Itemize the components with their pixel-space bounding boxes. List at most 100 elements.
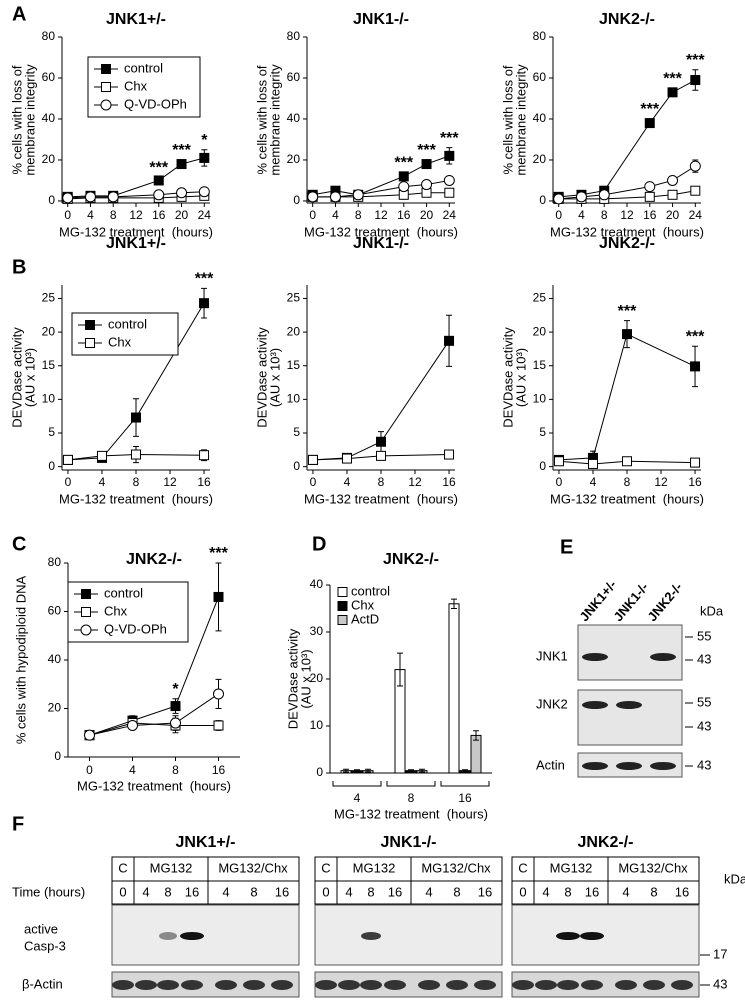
x-tick-label: 8 [172,763,179,777]
legend-label: control [124,60,163,75]
header-label: MG132/Chx [618,860,688,875]
band [581,980,603,990]
marker [575,191,587,203]
marker [81,607,91,617]
group-title: JNK2-/- [577,834,633,851]
band [643,980,665,990]
panel-label: C [12,533,26,555]
x-axis-label: MG-132 treatment (hours) [334,806,488,821]
y-tick-label: 0 [316,765,323,779]
marker [598,189,610,201]
error-bar [473,730,479,741]
significance: *** [209,545,228,562]
marker [80,624,92,636]
row-label: β-Actin [22,976,63,991]
legend-label: control [351,583,390,598]
time-value: 4 [222,884,229,899]
header-label: C [321,860,330,875]
marker [398,181,410,193]
time-value: 16 [585,884,599,899]
marker [198,186,210,198]
time-value: 16 [675,884,689,899]
x-tick-label: 8 [355,208,362,222]
y-axis-label: DEVDase activity [254,327,269,428]
significance: * [172,681,179,698]
marker [100,99,112,111]
y-axis-label: DEVDase activity [285,628,300,729]
band [582,653,608,661]
x-tick-label: 12 [654,475,668,489]
error-bar [343,768,349,773]
band [181,980,203,990]
x-tick-label: 4 [332,208,339,222]
series-line [67,454,205,461]
band [616,762,642,770]
category-bracket [386,781,436,787]
marker [153,189,165,201]
marker [199,450,210,461]
y-axis-label: DEVDase activity [500,327,515,428]
band [338,980,360,990]
x-tick-label: 12 [620,208,634,222]
time-value: 16 [275,884,289,899]
y-axis-label: % cells with loss of [9,65,24,174]
x-tick-label: 20 [420,208,434,222]
y-tick-label: 40 [310,577,324,591]
marker [352,189,364,201]
y-tick-label: 0 [48,459,55,473]
error-bar [397,652,403,687]
legend-label: Q-VD-OPh [124,96,187,111]
legend-swatch [337,601,348,611]
y-axis-label: membrane integrity [513,64,528,176]
error-bar [451,598,457,609]
x-tick-label: 8 [601,208,608,222]
marker [376,450,386,461]
marker-label: 17 [713,946,727,961]
kda-label: kDa [700,603,724,618]
blot [314,904,503,966]
legend-swatch [337,615,348,625]
band [418,980,440,990]
marker [153,175,164,186]
marker [84,729,95,741]
time-value: 16 [185,884,199,899]
group-title: JNK1+/- [175,834,235,851]
marker [444,150,455,161]
y-tick-label: 0 [54,749,61,763]
y-tick-label: 20 [287,152,301,166]
y-tick-label: 10 [42,392,56,406]
series-line [89,596,219,736]
x-axis-label: MG-132 treatment (hours) [550,224,704,239]
x-tick-label: 8 [133,475,140,489]
band [215,980,237,990]
header-label: MG132/Chx [218,860,288,875]
legend-label: Q-VD-OPh [104,621,167,636]
legend-swatch [337,587,348,597]
row-label: JNK1 [536,648,568,663]
y-tick-label: 10 [310,718,324,732]
y-axis-label: % cells with loss of [500,65,515,174]
band [615,980,637,990]
time-value: 16 [388,884,402,899]
band [112,980,134,990]
blot [111,904,300,966]
x-tick-label: 12 [408,475,422,489]
significance: *** [394,154,413,171]
time-value: 8 [250,884,257,899]
x-axis-label: MG-132 treatment (hours) [59,224,213,239]
time-value: 8 [650,884,657,899]
x-tick-label: 12 [129,208,143,222]
x-tick-label: 4 [344,475,351,489]
marker [444,449,455,460]
marker [96,450,107,461]
y-tick-label: 0 [293,193,300,207]
time-value: 4 [425,884,432,899]
marker [176,187,188,199]
marker [81,589,91,599]
marker [690,185,701,196]
legend-label: Chx [104,603,128,618]
series-line [312,454,450,461]
x-tick-label: 16 [397,208,411,222]
x-tick-label: 0 [310,475,317,489]
